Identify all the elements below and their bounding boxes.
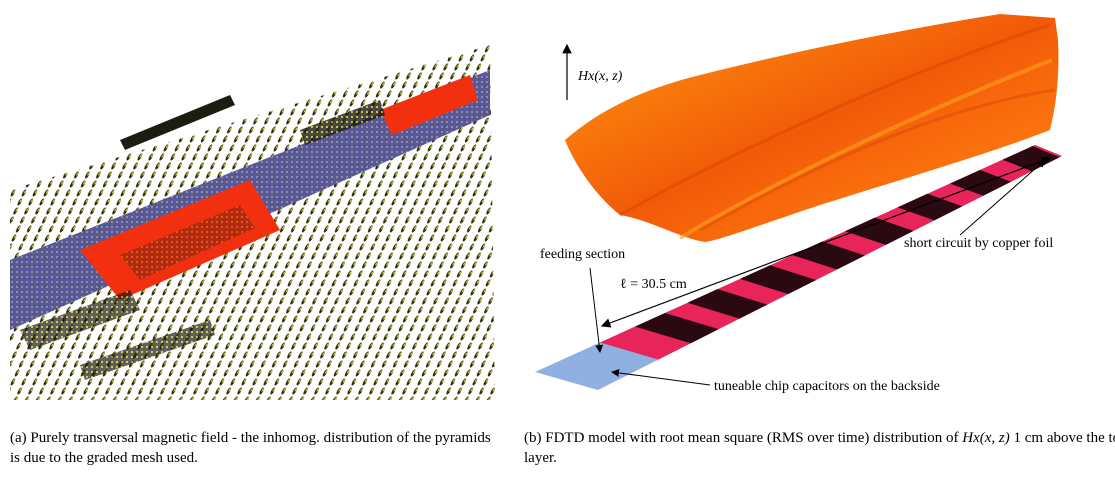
caption-b-math: Hx(x, z) (962, 430, 1009, 446)
capacitor-label: tuneable chip capacitors on the backside (714, 379, 940, 394)
caption-b-text: (b) FDTD model with root mean square (RM… (524, 430, 959, 446)
field-label: Hx(x, z) (577, 69, 623, 84)
feeding-pointer (590, 268, 600, 352)
figure-graphics: Hx(x, z) feeding section ℓ = 30.5 cm sho… (0, 0, 1115, 420)
caption-b: (b) FDTD model with root mean square (RM… (524, 428, 1115, 468)
field-surface (565, 14, 1058, 242)
capacitor-pointer (612, 372, 710, 385)
short-label: short circuit by copper foil (904, 236, 1053, 251)
figure-page: Hx(x, z) feeding section ℓ = 30.5 cm sho… (0, 0, 1115, 483)
feeding-label: feeding section (540, 247, 625, 262)
length-label: ℓ = 30.5 cm (620, 277, 687, 292)
field-visualization (10, 45, 495, 400)
caption-a: (a) Purely transversal magnetic field - … (10, 428, 500, 468)
